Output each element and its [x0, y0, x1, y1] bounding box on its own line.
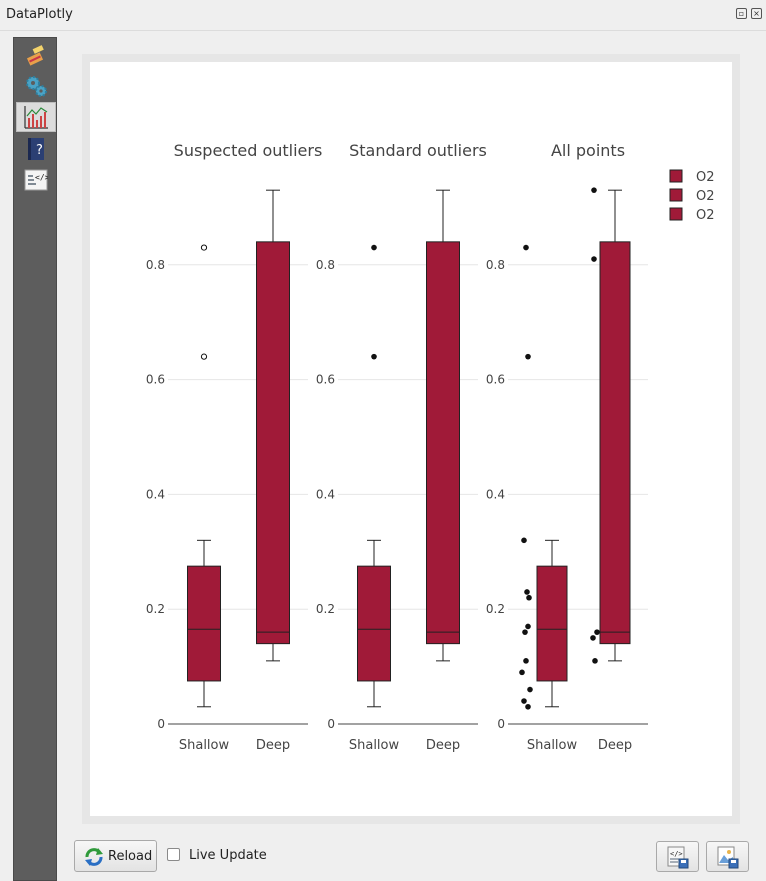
y-tick-label: 0	[497, 717, 505, 731]
data-point[interactable]	[591, 187, 597, 193]
close-window-button[interactable]: ×	[751, 8, 762, 19]
bar-chart-icon	[24, 106, 48, 129]
plot-canvas[interactable]: 0 0.2 0.4 0.6 0.8 Suspected outliers Shallow De…	[90, 62, 732, 816]
sidebar-item-code[interactable]: </>	[16, 165, 56, 195]
float-window-button[interactable]: ▫	[736, 8, 747, 19]
reload-icon	[85, 848, 103, 866]
outlier-point[interactable]	[200, 244, 208, 251]
gears-icon	[26, 76, 47, 97]
y-tick-label: 0.8	[316, 258, 335, 272]
box-deep[interactable]	[256, 241, 290, 645]
data-point[interactable]	[592, 658, 598, 664]
data-point[interactable]	[524, 589, 530, 595]
box-shallow[interactable]	[357, 565, 391, 682]
x-tick-label: Shallow	[179, 738, 230, 753]
live-update-checkbox[interactable]	[167, 848, 180, 861]
outlier-point[interactable]	[200, 353, 208, 360]
y-tick-label: 0.8	[486, 258, 505, 272]
box-plot-chart[interactable]: 0 0.2 0.4 0.6 0.8 Suspected outliers Shallow De…	[90, 62, 732, 816]
x-tick-label: Deep	[426, 738, 460, 753]
legend-swatch[interactable]	[669, 188, 683, 202]
box-shallow[interactable]	[187, 565, 221, 682]
save-image-icon	[717, 846, 738, 868]
paint-brush-icon	[26, 45, 44, 66]
x-tick-label: Deep	[256, 738, 290, 753]
legend-label: O2	[696, 208, 715, 223]
y-tick-label: 0.4	[316, 487, 335, 501]
y-tick-label: 0	[327, 717, 335, 731]
box-deep[interactable]	[426, 241, 460, 645]
data-point[interactable]	[525, 623, 531, 630]
data-point[interactable]	[594, 629, 600, 635]
box-deep[interactable]	[599, 241, 631, 645]
y-tick-label: 0.8	[146, 258, 165, 272]
x-tick-label: Deep	[598, 738, 632, 753]
help-book-icon: ?	[28, 138, 44, 160]
window-title: DataPlotly	[6, 7, 73, 22]
sidebar-item-plot-view[interactable]	[16, 102, 56, 132]
title-bar: DataPlotly ▫ ×	[0, 0, 766, 31]
y-tick-label: 0.2	[486, 602, 505, 616]
x-tick-label: Shallow	[527, 738, 578, 753]
y-tick-label: 0.6	[486, 373, 505, 387]
y-tick-label: 0.2	[146, 602, 165, 616]
y-tick-label: 0.6	[316, 373, 335, 387]
data-point[interactable]	[519, 669, 525, 676]
data-point[interactable]	[525, 353, 531, 360]
subplot-title: Suspected outliers	[174, 141, 323, 160]
sidebar: ? </>	[13, 37, 57, 881]
x-tick-label: Shallow	[349, 738, 400, 753]
live-update-label: Live Update	[189, 848, 267, 863]
sidebar-item-plot-properties[interactable]	[16, 71, 56, 101]
sidebar-item-plot-style[interactable]	[16, 40, 56, 70]
reload-button[interactable]: Reload	[74, 840, 157, 872]
subplot-title: Standard outliers	[349, 141, 487, 160]
legend-label: O2	[696, 170, 715, 185]
data-point[interactable]	[522, 629, 528, 635]
save-image-button[interactable]	[706, 841, 749, 872]
data-point[interactable]	[527, 686, 533, 693]
sidebar-item-help[interactable]: ?	[16, 134, 56, 164]
data-point[interactable]	[591, 256, 597, 262]
data-point[interactable]	[590, 635, 596, 641]
y-tick-label: 0.4	[486, 487, 505, 501]
data-point[interactable]	[523, 244, 529, 251]
legend-swatch[interactable]	[669, 169, 683, 183]
svg-text:?: ?	[36, 143, 43, 158]
data-point[interactable]	[523, 658, 529, 664]
svg-text:</>: </>	[670, 850, 683, 858]
reload-label: Reload	[108, 849, 153, 864]
bottom-toolbar: Reload Live Update </>	[0, 834, 766, 881]
outlier-point[interactable]	[371, 353, 377, 360]
data-point[interactable]	[526, 594, 532, 601]
y-tick-label: 0	[157, 717, 165, 731]
y-tick-label: 0.6	[146, 373, 165, 387]
y-tick-label: 0.2	[316, 602, 335, 616]
legend-swatch[interactable]	[669, 207, 683, 221]
data-point[interactable]	[525, 703, 531, 710]
legend-label: O2	[696, 189, 715, 204]
y-tick-label: 0.4	[146, 487, 165, 501]
data-point[interactable]	[521, 698, 527, 704]
save-html-icon: </>	[667, 846, 688, 868]
subplot-title: All points	[551, 141, 625, 160]
data-point[interactable]	[521, 537, 527, 544]
svg-text:</>: </>	[35, 173, 48, 182]
code-icon: </>	[24, 169, 48, 191]
save-html-button[interactable]: </>	[656, 841, 699, 872]
outlier-point[interactable]	[371, 244, 377, 251]
box-shallow[interactable]	[536, 565, 568, 682]
